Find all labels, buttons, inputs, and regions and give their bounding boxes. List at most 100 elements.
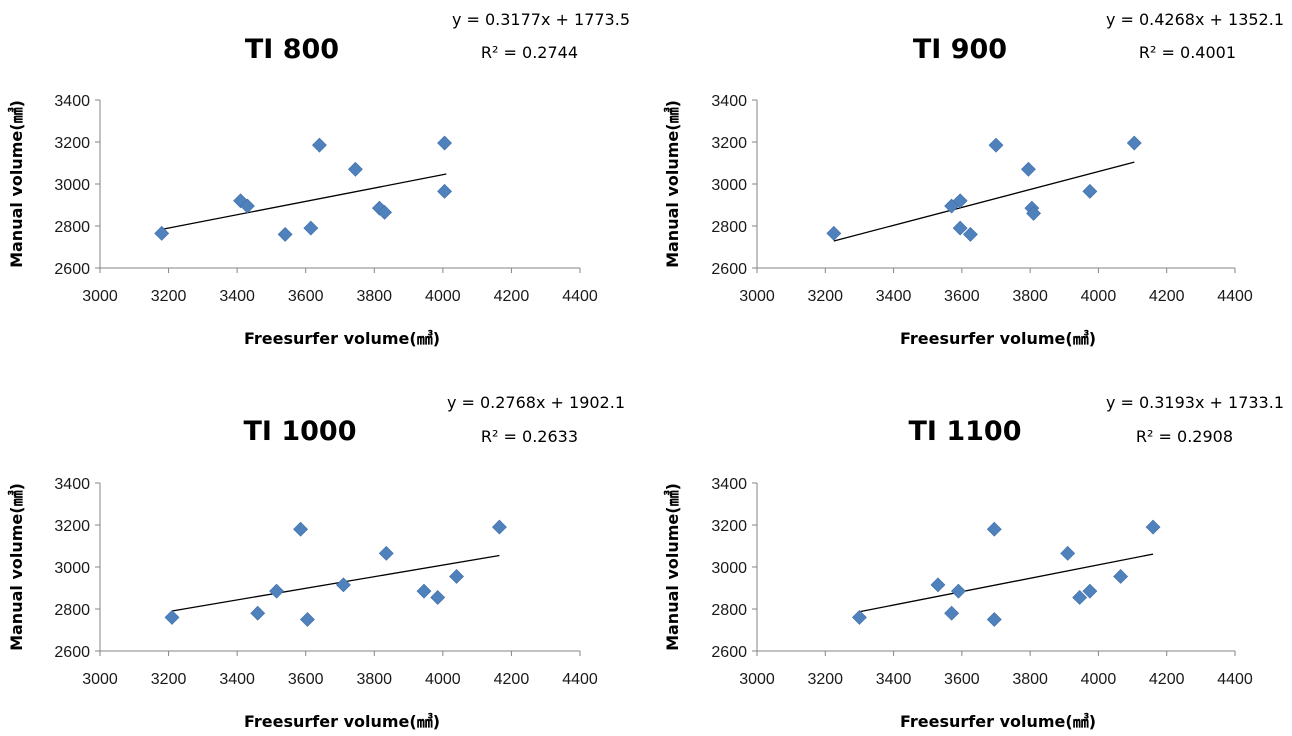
data-point <box>492 519 507 535</box>
data-point <box>1113 569 1129 584</box>
data-point <box>852 609 867 625</box>
x-tick-label: 3800 <box>1012 288 1048 305</box>
data-point <box>240 198 255 214</box>
data-point <box>1026 205 1041 221</box>
x-tick-label: 3400 <box>876 288 912 305</box>
x-tick-label: 4000 <box>425 288 461 305</box>
chart-panel: TI 1100 y = 0.3193x + 1733.1 R² = 0.2908 26… <box>663 393 1284 731</box>
x-tick-label: 4200 <box>1149 288 1185 305</box>
x-tick-label: 3000 <box>739 288 775 305</box>
data-point <box>277 226 293 242</box>
chart-panel: TI 900 y = 0.4268x + 1352.1 R² = 0.4001 260… <box>663 10 1284 348</box>
y-tick-label: 2600 <box>711 261 747 278</box>
trendline <box>859 553 1154 613</box>
data-point <box>1072 590 1088 605</box>
r-squared-label: R² = 0.2744 <box>481 43 578 62</box>
data-point <box>377 204 392 220</box>
data-point <box>164 609 180 625</box>
x-tick-label: 4400 <box>562 671 598 688</box>
data-point <box>430 590 446 605</box>
x-tick-label: 3800 <box>356 671 392 688</box>
x-tick-label: 3200 <box>151 671 187 688</box>
y-tick-label: 3400 <box>711 93 747 110</box>
y-tick-label: 2800 <box>711 219 747 236</box>
y-tick-label: 3200 <box>711 518 747 535</box>
data-point <box>300 612 315 627</box>
data-point <box>1021 161 1036 177</box>
y-tick-label: 2800 <box>54 602 90 619</box>
trendline <box>833 161 1135 242</box>
chart-title: TI 1100 <box>908 416 1021 447</box>
data-point <box>1126 135 1142 151</box>
x-tick-label: 3400 <box>876 671 912 688</box>
y-axis-label: Manual volume(㎣) <box>7 100 26 268</box>
trendline-equation: y = 0.2768x + 1902.1 <box>447 393 625 412</box>
data-point <box>437 135 452 151</box>
y-tick-label: 2600 <box>711 644 747 661</box>
y-tick-label: 2800 <box>711 602 747 619</box>
y-tick-label: 3000 <box>711 177 747 194</box>
trendline-equation: y = 0.3193x + 1733.1 <box>1106 393 1284 412</box>
x-tick-label: 3400 <box>219 288 255 305</box>
data-point <box>154 225 170 241</box>
x-tick-label: 4400 <box>1217 671 1253 688</box>
y-tick-label: 3000 <box>54 560 90 577</box>
y-tick-label: 3000 <box>711 560 747 577</box>
y-tick-label: 3000 <box>54 177 90 194</box>
y-tick-label: 3400 <box>711 476 747 493</box>
x-tick-label: 3600 <box>288 288 324 305</box>
trendline <box>161 173 447 231</box>
x-tick-label: 4400 <box>562 288 598 305</box>
data-point <box>986 612 1002 627</box>
x-tick-label: 3200 <box>807 288 843 305</box>
data-point <box>336 577 351 593</box>
data-point <box>986 521 1002 537</box>
x-tick-label: 3400 <box>219 671 255 688</box>
data-point <box>416 583 432 599</box>
x-tick-label: 3200 <box>807 671 843 688</box>
x-tick-label: 3800 <box>356 288 392 305</box>
data-point <box>988 137 1004 153</box>
data-point <box>826 225 842 241</box>
data-point <box>312 137 327 153</box>
data-point <box>1082 183 1098 199</box>
r-squared-label: R² = 0.4001 <box>1139 43 1236 62</box>
x-tick-label: 3600 <box>944 671 980 688</box>
trendline <box>171 554 500 612</box>
x-tick-label: 3000 <box>739 671 775 688</box>
data-point <box>378 545 394 561</box>
chart-title: TI 1000 <box>243 416 356 447</box>
data-point <box>1145 519 1161 535</box>
y-tick-label: 2600 <box>54 644 90 661</box>
chart-panel: TI 800 y = 0.3177x + 1773.5 R² = 0.2744 260… <box>7 10 630 348</box>
y-tick-label: 2800 <box>54 219 90 236</box>
data-point <box>269 583 284 599</box>
chart-title: TI 900 <box>913 34 1007 65</box>
x-axis-label: Freesurfer volume(㎣) <box>900 712 1096 731</box>
data-point <box>1060 545 1076 561</box>
data-point <box>1082 583 1098 599</box>
x-axis-label: Freesurfer volume(㎣) <box>900 329 1096 348</box>
y-tick-label: 3200 <box>711 135 747 152</box>
x-tick-label: 4000 <box>1081 671 1117 688</box>
trendline-equation: y = 0.4268x + 1352.1 <box>1106 10 1284 29</box>
trendline-equation: y = 0.3177x + 1773.5 <box>452 10 630 29</box>
data-point <box>952 193 968 209</box>
y-tick-label: 2600 <box>54 261 90 278</box>
x-tick-label: 4000 <box>1081 288 1117 305</box>
x-tick-label: 4200 <box>494 288 530 305</box>
chart-panel: TI 1000 y = 0.2768x + 1902.1 R² = 0.2633 26… <box>7 393 625 731</box>
data-point <box>951 583 966 599</box>
data-point <box>437 183 452 199</box>
x-axis-label: Freesurfer volume(㎣) <box>244 712 440 731</box>
data-point <box>449 569 464 584</box>
y-tick-label: 3200 <box>54 135 90 152</box>
x-tick-label: 3000 <box>82 288 118 305</box>
data-point <box>293 521 308 537</box>
y-axis-label: Manual volume(㎣) <box>7 483 26 651</box>
x-tick-label: 4200 <box>1149 671 1185 688</box>
data-point <box>952 220 968 236</box>
data-point <box>348 161 363 177</box>
data-point <box>303 220 319 236</box>
